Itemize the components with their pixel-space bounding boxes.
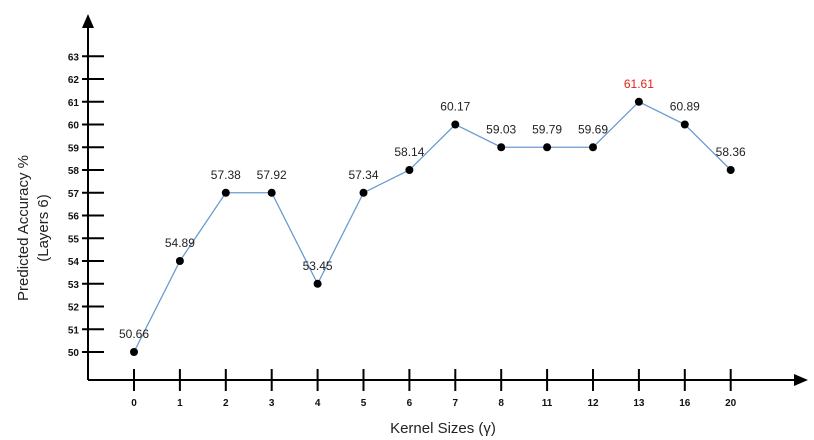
data-point-10 bbox=[589, 143, 597, 152]
y-tick-label-51: 51 bbox=[68, 325, 80, 336]
data-point-11 bbox=[634, 97, 643, 106]
data-label-3: 57.92 bbox=[257, 168, 287, 182]
data-label-0: 50.66 bbox=[119, 327, 149, 341]
y-tick-label-50: 50 bbox=[68, 348, 80, 359]
y-tick-label-60: 60 bbox=[68, 121, 80, 132]
data-label-11: 61.61 bbox=[624, 77, 654, 91]
y-tick-label-62: 62 bbox=[68, 75, 80, 86]
y-tick-label-63: 63 bbox=[68, 52, 80, 63]
y-tick-label-54: 54 bbox=[68, 257, 80, 268]
chart-axes bbox=[82, 14, 808, 386]
x-tick-label-2: 2 bbox=[223, 398, 229, 409]
x-tick-label-7: 7 bbox=[453, 398, 459, 409]
x-tick-label-4: 4 bbox=[315, 398, 321, 409]
x-tick-label-20: 20 bbox=[725, 398, 737, 409]
data-point-13 bbox=[726, 166, 735, 174]
data-label-1: 54.89 bbox=[165, 236, 195, 250]
data-point-9 bbox=[543, 143, 552, 152]
data-point-5 bbox=[359, 188, 368, 197]
y-tick-label-53: 53 bbox=[68, 280, 80, 291]
x-tick-label-5: 5 bbox=[361, 398, 367, 409]
x-ticks-group: 0 1 2 3 4 5 6 7 8 11 12 13 16 20 bbox=[131, 369, 737, 409]
y-tick-label-52: 52 bbox=[68, 303, 80, 314]
x-tick-label-8: 8 bbox=[498, 398, 504, 409]
x-tick-label-16: 16 bbox=[679, 398, 691, 409]
y-axis-title-line1: Predicted Accuracy % bbox=[15, 155, 32, 301]
data-point-8 bbox=[497, 143, 506, 152]
data-labels-group: 50.66 54.89 57.38 57.92 53.45 57.34 58.14 60.17… bbox=[119, 77, 746, 341]
data-label-9: 59.79 bbox=[532, 122, 562, 136]
x-axis-arrow bbox=[794, 374, 808, 386]
y-axis-arrow bbox=[82, 14, 94, 28]
data-label-7: 60.17 bbox=[440, 100, 470, 114]
x-tick-label-13: 13 bbox=[633, 398, 645, 409]
data-point-0 bbox=[130, 348, 138, 356]
series-group bbox=[130, 97, 735, 356]
data-label-6: 58.14 bbox=[394, 145, 424, 159]
x-tick-label-1: 1 bbox=[177, 398, 183, 409]
y-tick-label-58: 58 bbox=[68, 166, 80, 177]
data-label-8: 59.03 bbox=[486, 122, 516, 136]
y-tick-label-55: 55 bbox=[68, 234, 80, 245]
data-point-4 bbox=[313, 279, 322, 288]
x-axis-title: Kernel Sizes (γ) bbox=[390, 420, 496, 437]
data-point-2 bbox=[221, 188, 230, 197]
data-label-12: 60.89 bbox=[670, 100, 700, 114]
x-tick-label-0: 0 bbox=[131, 398, 137, 409]
data-label-4: 53.45 bbox=[303, 259, 333, 273]
x-tick-label-3: 3 bbox=[269, 398, 275, 409]
data-label-5: 57.34 bbox=[348, 168, 378, 182]
y-tick-label-57: 57 bbox=[68, 189, 80, 200]
y-tick-label-61: 61 bbox=[68, 98, 80, 109]
series-line bbox=[133, 100, 732, 353]
y-axis-title-line2: (Layers 6) bbox=[35, 194, 52, 262]
x-tick-label-12: 12 bbox=[587, 398, 599, 409]
x-tick-label-11: 11 bbox=[542, 398, 553, 409]
data-point-1 bbox=[175, 257, 184, 265]
data-label-13: 58.36 bbox=[716, 145, 746, 159]
data-point-6 bbox=[405, 166, 414, 174]
y-tick-label-56: 56 bbox=[68, 212, 80, 223]
x-tick-label-6: 6 bbox=[407, 398, 413, 409]
data-point-3 bbox=[267, 188, 276, 197]
y-ticks-group: 50 51 52 53 54 55 56 57 58 59 60 61 62 63 bbox=[68, 52, 104, 359]
data-label-2: 57.38 bbox=[211, 168, 241, 182]
data-point-12 bbox=[680, 120, 689, 129]
data-label-10: 59.69 bbox=[578, 122, 608, 136]
data-point-7 bbox=[451, 120, 460, 129]
y-axis-title: Predicted Accuracy % (Layers 6) bbox=[15, 155, 52, 301]
y-tick-label-59: 59 bbox=[68, 143, 80, 154]
